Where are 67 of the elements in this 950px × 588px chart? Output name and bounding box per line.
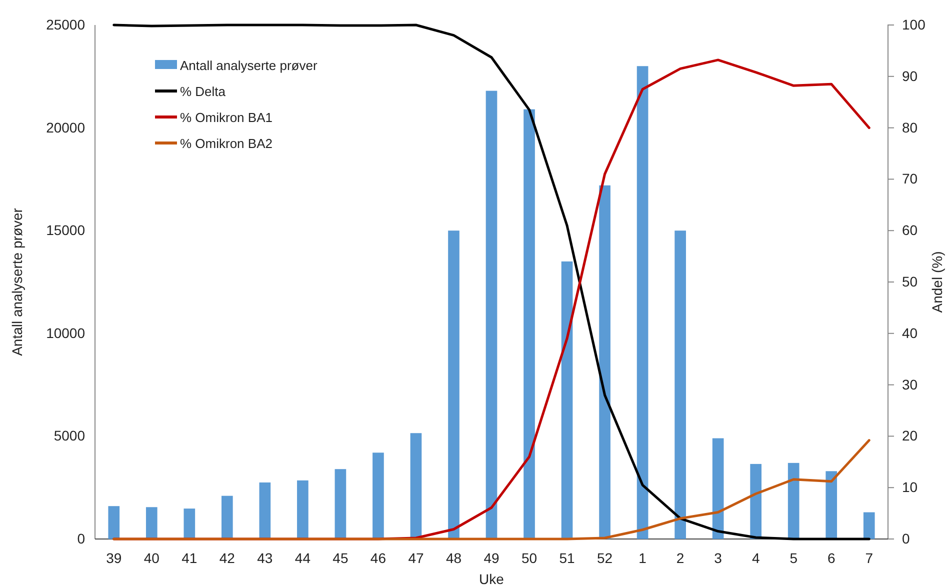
- x-tick-label: 41: [182, 550, 198, 566]
- x-tick-label: 1: [638, 550, 647, 566]
- y-tick-label: 10000: [46, 324, 86, 341]
- bar: [146, 507, 158, 539]
- y-tick-label: 25000: [46, 16, 86, 32]
- x-tick-label: 5: [790, 550, 798, 566]
- y-tick-label: 5000: [54, 428, 86, 444]
- x-tick-label: 46: [370, 550, 386, 566]
- bar: [448, 230, 460, 539]
- line-series: [112, 439, 870, 540]
- x-tick-label: 45: [332, 550, 348, 566]
- legend-label: % Delta: [180, 84, 226, 99]
- x-tick-label: 4: [752, 550, 760, 566]
- bar: [486, 90, 498, 539]
- bar: [259, 482, 271, 539]
- x-tick-label: 50: [521, 550, 538, 566]
- bar: [636, 66, 648, 539]
- bar: [788, 462, 800, 539]
- bar: [712, 438, 724, 539]
- bar: [372, 452, 384, 539]
- bar: [826, 471, 838, 539]
- y-tick-label: 15000: [46, 222, 86, 238]
- x-tick-label: 49: [484, 550, 500, 566]
- bar: [750, 464, 762, 539]
- y2-tick-label: 10: [902, 479, 918, 496]
- y2-tick-label: 70: [902, 170, 918, 187]
- bar: [599, 185, 610, 539]
- x-tick-label: 52: [596, 550, 613, 566]
- y-tick-label: 0: [77, 530, 86, 546]
- legend-label: % Omikron BA2: [180, 136, 272, 151]
- x-tick-label: 39: [106, 550, 122, 566]
- y2-axis-title: Andel (%): [929, 251, 945, 313]
- y2-tick-label: 80: [902, 119, 918, 136]
- bar: [184, 508, 196, 539]
- bar: [410, 433, 422, 539]
- y2-tick-label: 90: [902, 68, 918, 84]
- y2-tick-label: 40: [902, 324, 918, 341]
- y2-tick-label: 20: [902, 428, 918, 444]
- y-axis-title: Antall analyserte prøver: [9, 208, 25, 356]
- bar: [561, 261, 573, 539]
- bar: [222, 496, 233, 539]
- y2-tick-label: 30: [902, 376, 918, 392]
- x-tick-label: 2: [676, 550, 684, 566]
- x-tick-label: 43: [257, 550, 273, 566]
- bar: [334, 469, 346, 539]
- bar: [674, 230, 686, 539]
- legend-label: Antall analyserte prøver: [180, 58, 318, 73]
- x-tick-label: 6: [827, 550, 836, 566]
- x-tick-label: 7: [865, 550, 874, 566]
- x-tick-label: 44: [294, 550, 311, 566]
- bar: [524, 109, 535, 539]
- y2-tick-label: 60: [902, 222, 918, 238]
- x-tick-label: 47: [408, 550, 424, 566]
- x-tick-label: 48: [446, 550, 462, 566]
- x-tick-label: 51: [559, 550, 576, 566]
- y2-tick-label: 100: [902, 16, 926, 32]
- y2-tick-label: 0: [902, 530, 910, 546]
- x-tick-label: 3: [714, 550, 722, 566]
- y-tick-label: 20000: [46, 119, 86, 136]
- legend-label: % Omikron BA1: [180, 110, 272, 125]
- x-tick-label: 40: [144, 550, 160, 566]
- bar: [108, 506, 120, 539]
- bar: [297, 480, 308, 539]
- x-axis-title: Uke: [479, 571, 504, 587]
- bar: [863, 512, 875, 539]
- y2-tick-label: 50: [902, 273, 918, 290]
- x-tick-label: 42: [219, 550, 236, 566]
